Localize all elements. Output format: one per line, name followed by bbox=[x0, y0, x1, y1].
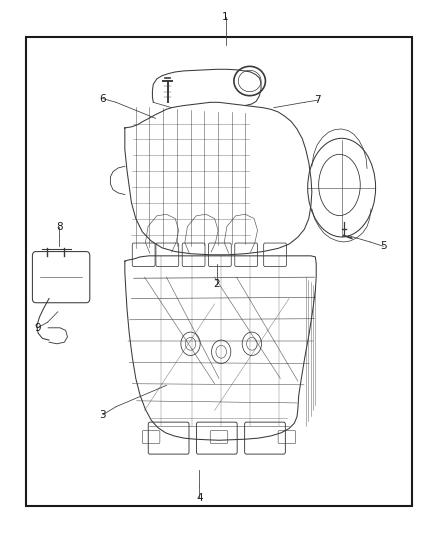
Text: 3: 3 bbox=[99, 410, 106, 419]
Text: 9: 9 bbox=[34, 323, 41, 333]
Text: 5: 5 bbox=[380, 241, 387, 251]
Text: 8: 8 bbox=[56, 222, 63, 231]
Text: 4: 4 bbox=[196, 494, 203, 503]
Text: 1: 1 bbox=[222, 12, 229, 22]
Text: 6: 6 bbox=[99, 94, 106, 103]
Bar bbox=[26, 37, 412, 506]
Text: 7: 7 bbox=[314, 95, 321, 105]
Text: 2: 2 bbox=[213, 279, 220, 288]
